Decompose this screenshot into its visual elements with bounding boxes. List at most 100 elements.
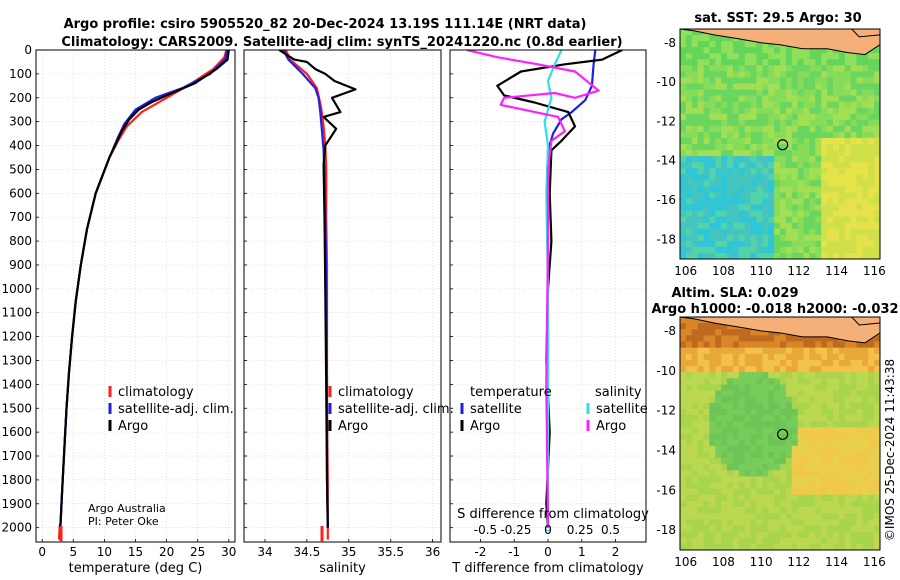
sla-cell xyxy=(832,458,840,465)
sst-cell xyxy=(697,150,705,157)
sst-cell xyxy=(697,228,705,236)
sst-cell xyxy=(703,137,711,145)
sst-cell xyxy=(691,162,699,169)
difference-xtick-label: 0 xyxy=(544,545,552,559)
sla-cell xyxy=(785,359,793,367)
sst-cell xyxy=(797,246,805,254)
sla-cell xyxy=(809,353,816,361)
sla-cell xyxy=(868,543,875,550)
sla-cell xyxy=(785,396,793,404)
sst-cell xyxy=(791,216,799,224)
sla-cell xyxy=(709,488,716,496)
sla-cell xyxy=(762,329,769,336)
sla-cell xyxy=(727,488,734,496)
sst-cell xyxy=(797,71,805,79)
sst-cell xyxy=(762,234,769,242)
sla-cell xyxy=(809,543,816,550)
sst-cell xyxy=(832,59,840,66)
sla-cell xyxy=(774,531,781,539)
temperature-xtick-label: 20 xyxy=(159,545,174,559)
sla-cell xyxy=(762,396,769,404)
sst-cell xyxy=(691,113,699,121)
sla-cell xyxy=(768,378,775,386)
sst-cell xyxy=(715,137,722,145)
sst-cell xyxy=(709,83,716,91)
sst-cell xyxy=(838,246,846,254)
sla-cell xyxy=(832,519,840,527)
sla-cell xyxy=(697,347,705,355)
sst-cell xyxy=(750,144,758,151)
sla-cell xyxy=(850,543,858,550)
sla-cell xyxy=(856,458,863,465)
sla-cell xyxy=(809,341,816,349)
sst-cell xyxy=(815,180,822,187)
sla-cell xyxy=(732,525,740,533)
sla-cell xyxy=(862,353,869,361)
sst-cell xyxy=(685,240,693,248)
sst-cell xyxy=(827,210,834,218)
sst-cell xyxy=(797,131,805,139)
sst-cell xyxy=(697,41,705,48)
temperature-series-argo xyxy=(59,50,230,528)
sla-cell xyxy=(756,494,763,502)
sst-cell xyxy=(838,65,846,72)
temperature-xtick-label: 10 xyxy=(97,545,112,559)
sst-cell xyxy=(744,77,752,85)
sst-cell xyxy=(827,234,834,242)
sst-cell xyxy=(785,131,793,139)
sla-cell xyxy=(780,384,787,392)
sst-cell xyxy=(850,113,858,121)
sla-cell xyxy=(821,335,828,343)
sla-cell xyxy=(732,494,740,502)
sst-cell xyxy=(685,174,693,181)
sla-cell xyxy=(774,500,781,508)
sst-cell xyxy=(862,77,869,85)
sla-cell xyxy=(862,464,869,471)
sla-cell xyxy=(874,421,880,428)
sst-cell xyxy=(721,83,728,91)
sla-cell xyxy=(797,396,805,404)
sst-cell xyxy=(685,77,693,85)
sla-cell xyxy=(856,543,863,550)
sla-cell xyxy=(774,476,781,484)
sst-cell xyxy=(868,150,875,157)
sst-cell xyxy=(844,144,852,151)
sst-cell xyxy=(680,186,687,194)
legend-s-argo-diff-label: Argo xyxy=(596,419,626,434)
sla-cell xyxy=(703,476,711,484)
sla-cell xyxy=(791,335,799,343)
sst-cell xyxy=(680,252,687,259)
sst-cell xyxy=(780,180,787,187)
sst-cell xyxy=(691,234,699,242)
sla-cell xyxy=(803,500,811,508)
sla-cell xyxy=(774,366,781,373)
sst-cell xyxy=(821,119,828,127)
sla-cell xyxy=(768,494,775,502)
sla-cell xyxy=(785,513,793,520)
sla-cell xyxy=(838,488,846,496)
sst-map: 106 108 110 112 114 116-8-10-12-14-16-18 xyxy=(656,28,886,278)
sst-cell xyxy=(756,216,763,224)
sla-cell xyxy=(844,537,852,545)
sla-cell xyxy=(874,378,880,386)
sla-cell xyxy=(791,433,799,441)
sst-cell xyxy=(744,162,752,169)
sla-cell xyxy=(815,488,822,496)
sst-cell xyxy=(703,35,711,42)
sla-cell xyxy=(768,396,775,404)
sla-cell xyxy=(727,482,734,490)
sla-cell xyxy=(697,525,705,533)
sst-cell xyxy=(768,216,775,224)
sst-cell xyxy=(750,240,758,248)
sla-cell xyxy=(797,525,805,533)
sla-cell xyxy=(738,421,746,428)
sla-cell xyxy=(809,366,816,373)
sst-cell xyxy=(844,162,852,169)
sla-cell xyxy=(762,378,769,386)
sla-cell xyxy=(838,433,846,441)
sla-cell xyxy=(797,335,805,343)
sla-cell xyxy=(874,359,880,367)
sst-cell xyxy=(738,144,746,151)
sst-cell xyxy=(791,125,799,133)
figure-title-line1: Argo profile: csiro 5905520_82 20-Dec-20… xyxy=(64,17,587,32)
